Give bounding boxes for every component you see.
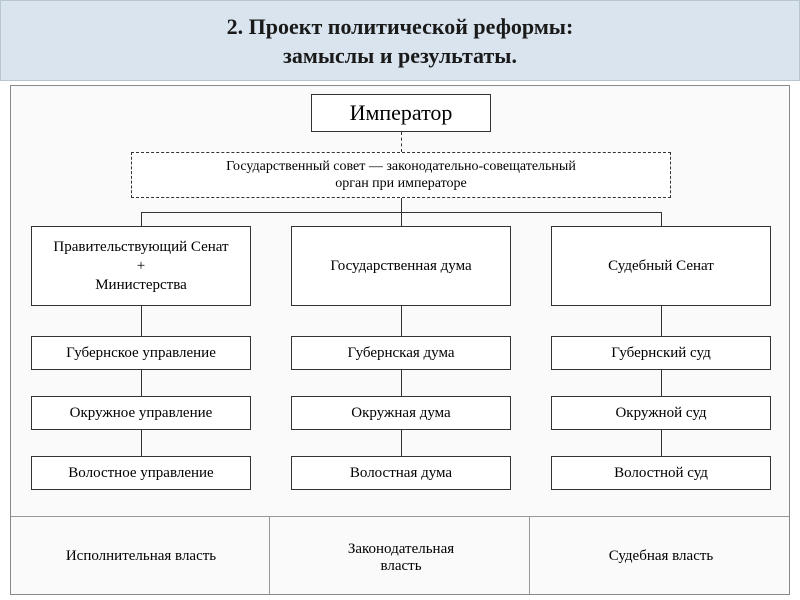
exec-l3: Министерства xyxy=(95,277,187,293)
conn-emp-council xyxy=(401,132,402,152)
conn-council-down xyxy=(401,198,402,212)
node-okruzh-sud: Окружной суд xyxy=(551,396,771,430)
c1-r3: Волостная дума xyxy=(350,464,452,483)
c0-r3: Волостное управление xyxy=(68,464,213,483)
header-band: 2. Проект политической реформы: замыслы … xyxy=(0,0,800,81)
conn-c1-1 xyxy=(401,370,402,396)
emperor-label: Император xyxy=(350,99,453,127)
conn-c0-0 xyxy=(141,306,142,336)
conn-c2-2 xyxy=(661,430,662,456)
node-gos-duma: Государственная дума xyxy=(291,226,511,306)
page-title: 2. Проект политической реформы: замыслы … xyxy=(1,13,799,70)
branch-legis-l1: Законодательная xyxy=(348,541,454,557)
node-emperor: Император xyxy=(311,94,491,132)
c0-r1: Губернское управление xyxy=(66,344,216,363)
conn-c1-2 xyxy=(401,430,402,456)
conn-c0-1 xyxy=(141,370,142,396)
node-volost-upravl: Волостное управление xyxy=(31,456,251,490)
branch-legis-l2: власть xyxy=(380,558,421,574)
c1-r0: Государственная дума xyxy=(330,257,471,276)
council-line1: Государственный совет — законодательно-с… xyxy=(226,159,576,174)
c2-r0: Судебный Сенат xyxy=(608,257,714,276)
conn-drop-c0 xyxy=(141,212,142,226)
node-sudeb-senat: Судебный Сенат xyxy=(551,226,771,306)
c2-r1: Губернский суд xyxy=(611,344,710,363)
council-text: Государственный совет — законодательно-с… xyxy=(226,158,576,193)
exec-l1: Правительствующий Сенат xyxy=(53,239,228,255)
node-council: Государственный совет — законодательно-с… xyxy=(131,152,671,198)
sep-h-bottom xyxy=(11,516,789,517)
branch-jud-label: Судебная власть xyxy=(609,548,714,564)
c1-r1: Губернская дума xyxy=(347,344,454,363)
conn-drop-c2 xyxy=(661,212,662,226)
exec-l2: + xyxy=(137,258,145,274)
node-volost-duma: Волостная дума xyxy=(291,456,511,490)
title-line1: 2. Проект политической реформы: xyxy=(227,14,574,39)
branch-exec: Исполнительная власть xyxy=(31,548,251,565)
council-line2: орган при императоре xyxy=(335,176,467,191)
conn-drop-c1 xyxy=(401,212,402,226)
node-okruzh-upravl: Окружное управление xyxy=(31,396,251,430)
org-diagram: Император Государственный совет — законо… xyxy=(10,85,790,595)
c0-r2: Окружное управление xyxy=(70,404,213,423)
branch-jud: Судебная власть xyxy=(551,548,771,565)
c2-r2: Окружной суд xyxy=(615,404,706,423)
node-volost-sud: Волостной суд xyxy=(551,456,771,490)
node-exec-senate: Правительствующий Сенат + Министерства xyxy=(31,226,251,306)
exec-senate-text: Правительствующий Сенат + Министерства xyxy=(53,238,228,294)
node-okruzh-duma: Окружная дума xyxy=(291,396,511,430)
title-line2: замыслы и результаты. xyxy=(283,43,517,68)
node-gubern-upravl: Губернское управление xyxy=(31,336,251,370)
node-gubern-sud: Губернский суд xyxy=(551,336,771,370)
node-gubern-duma: Губернская дума xyxy=(291,336,511,370)
conn-c1-0 xyxy=(401,306,402,336)
c2-r3: Волостной суд xyxy=(614,464,708,483)
conn-c2-1 xyxy=(661,370,662,396)
sep-v-1 xyxy=(269,516,270,594)
c1-r2: Окружная дума xyxy=(351,404,450,423)
conn-c0-2 xyxy=(141,430,142,456)
branch-exec-label: Исполнительная власть xyxy=(66,548,216,564)
branch-legis: Законодательная власть xyxy=(291,541,511,575)
conn-c2-0 xyxy=(661,306,662,336)
sep-v-2 xyxy=(529,516,530,594)
